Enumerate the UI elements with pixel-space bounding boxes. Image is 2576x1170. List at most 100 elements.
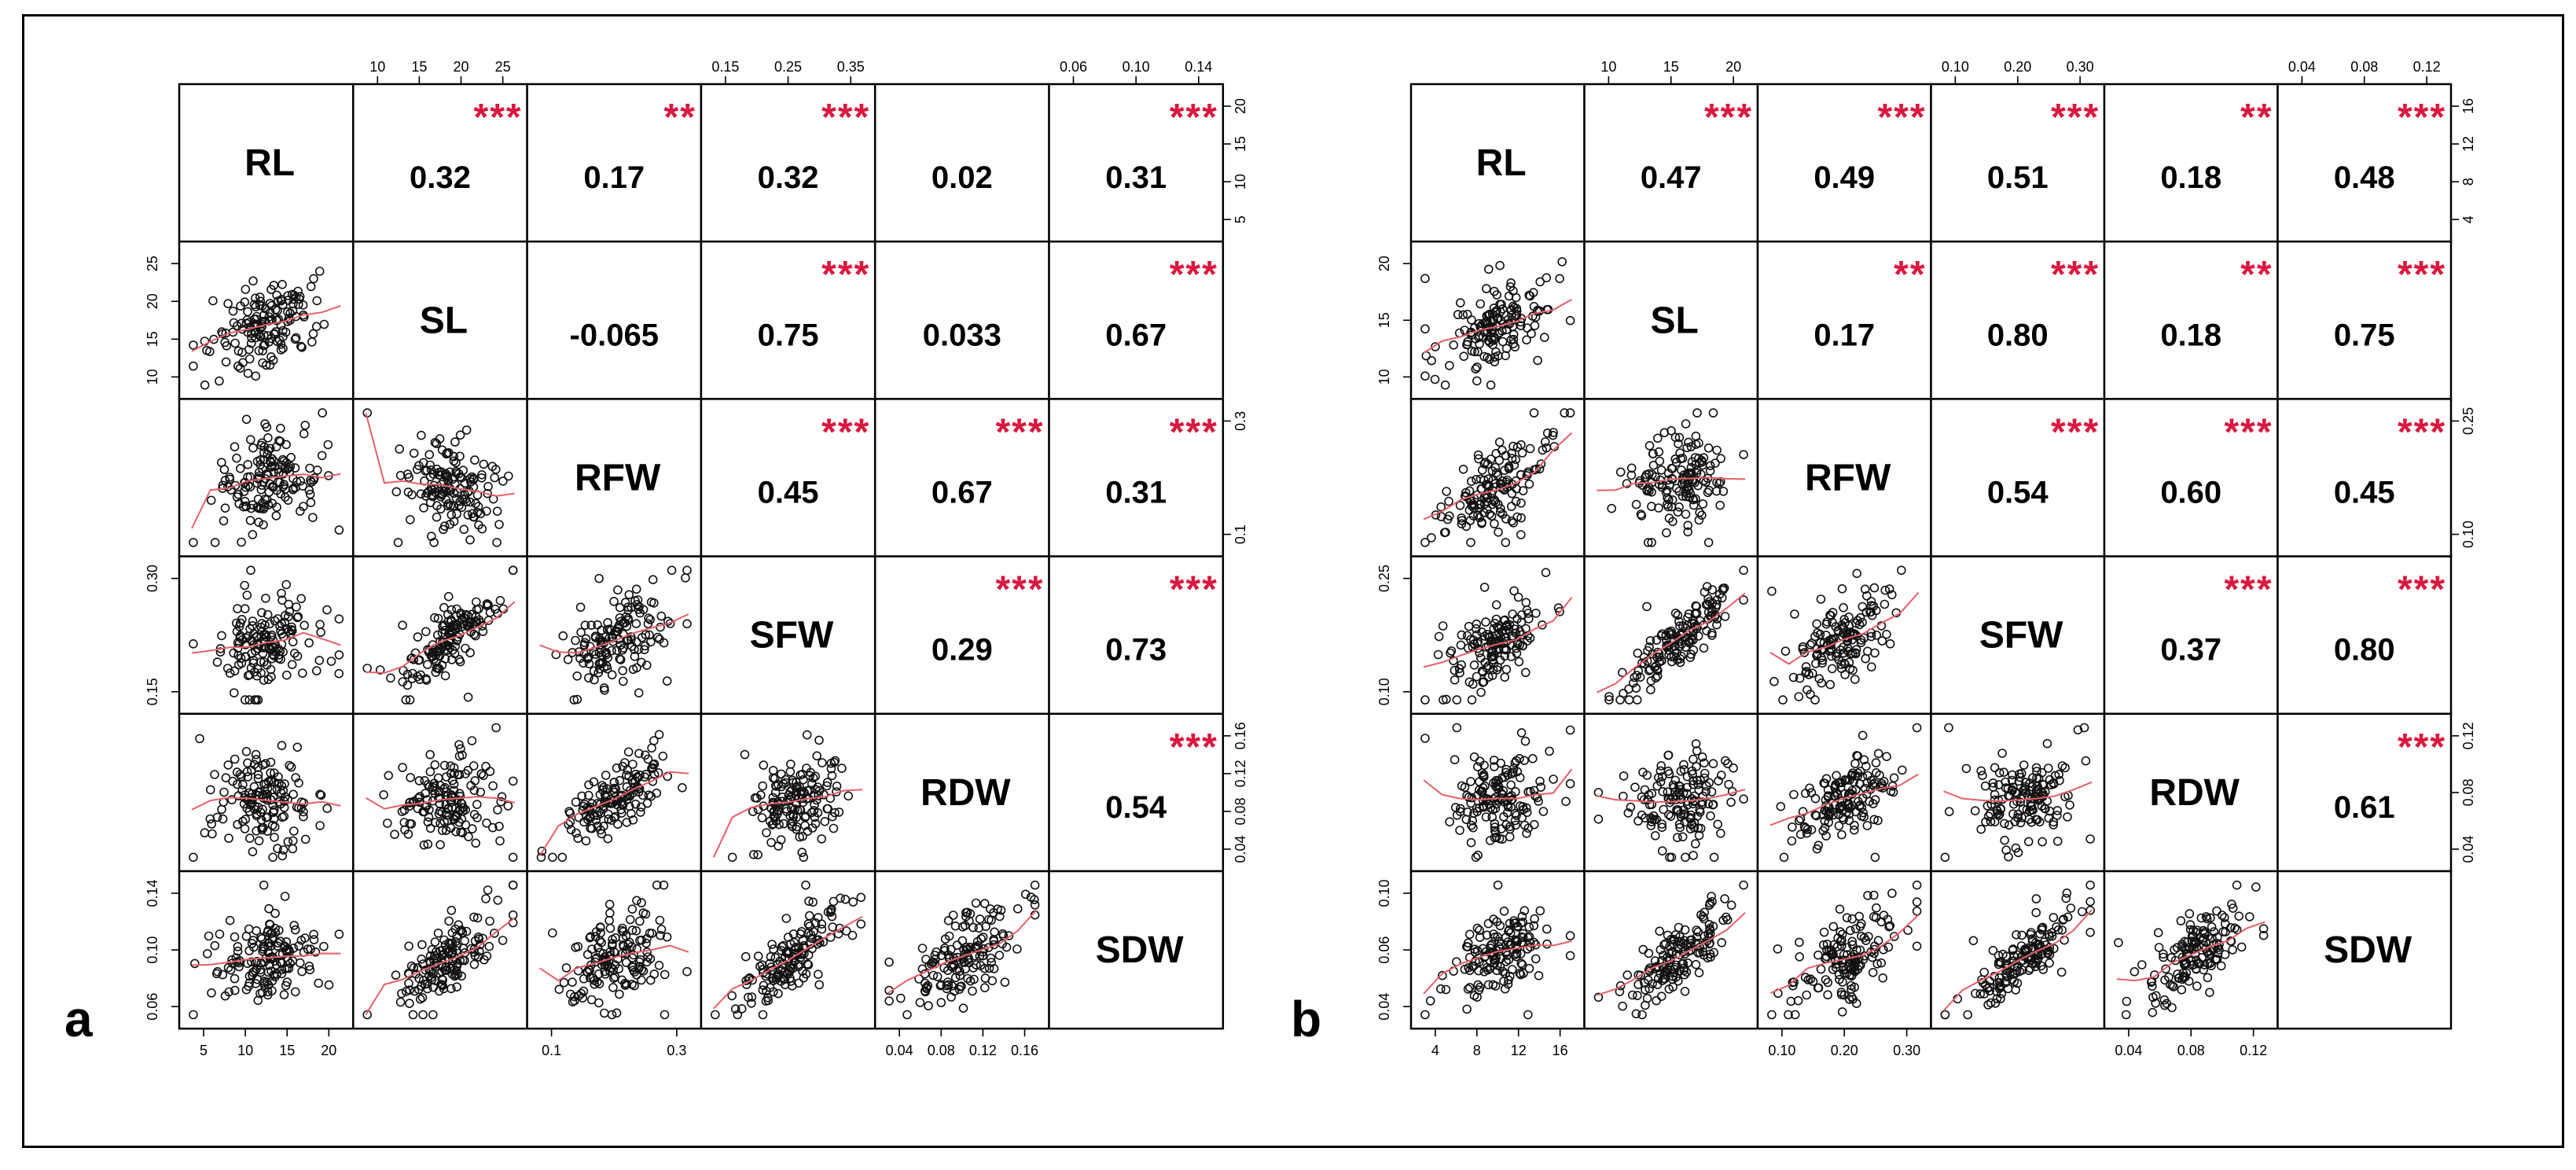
scatter-point	[940, 944, 950, 953]
scatter-point	[1540, 333, 1549, 342]
variable-label: SDW	[2324, 929, 2412, 971]
cell-r0-c3	[700, 83, 876, 243]
scatter-point	[481, 894, 491, 903]
variable-label: RFW	[575, 458, 661, 499]
scatter-point	[498, 476, 508, 486]
scatter-point	[649, 736, 659, 745]
correlation-value: 0.75	[758, 318, 819, 352]
scatter-point	[598, 801, 608, 811]
scatter-point	[1493, 880, 1503, 890]
scatter-point	[472, 800, 482, 809]
scatter-point	[482, 599, 492, 609]
scatter-point	[795, 832, 805, 842]
scatter-point	[446, 605, 457, 615]
variable-label: SDW	[1096, 929, 1185, 971]
scatter-point	[1842, 633, 1851, 643]
cell-r2-c0	[1409, 398, 1586, 557]
tick-label: 0.06	[145, 993, 160, 1021]
scatter-point	[936, 998, 946, 1007]
smooth-line	[365, 796, 515, 810]
scatter-point	[1670, 775, 1681, 786]
scatter-point	[443, 591, 454, 602]
scatter-point	[634, 916, 645, 926]
scatter-point	[240, 297, 250, 307]
tick-label: 0.25	[774, 59, 802, 75]
scatter-point	[1420, 734, 1430, 743]
scatter-point	[902, 1010, 912, 1020]
scatter-point	[768, 773, 778, 783]
scatter-point	[243, 758, 252, 768]
scatter-point	[215, 929, 225, 939]
scatter-point	[594, 573, 604, 583]
scatter-point	[1511, 820, 1520, 830]
scatter-point	[478, 627, 488, 636]
scatter-point	[1990, 763, 2000, 773]
scatter-point	[495, 595, 505, 605]
scatter-point	[1689, 779, 1698, 789]
scatter-point	[1702, 582, 1712, 591]
scatter-point	[1801, 823, 1810, 833]
scatter-point	[1912, 897, 1922, 907]
scatter-point	[189, 538, 198, 547]
scatter-point	[409, 448, 419, 458]
scatter-point	[1648, 449, 1658, 458]
scatter-point	[777, 792, 788, 802]
tick-label: 20	[145, 293, 160, 309]
scatter-point	[285, 308, 295, 318]
scatter-point	[1520, 820, 1530, 830]
scatter-point	[317, 451, 327, 461]
scatter-point	[1850, 962, 1860, 972]
scatter-point	[1806, 690, 1815, 699]
scatter-point	[493, 896, 503, 905]
scatter-point	[1663, 499, 1672, 510]
scatter-point	[1637, 480, 1648, 491]
scatter-point	[1985, 982, 1994, 992]
scatter-point	[1446, 646, 1457, 656]
scatter-point	[2220, 950, 2230, 959]
scatter-point	[1855, 767, 1865, 776]
scatter-point	[1827, 651, 1836, 661]
scatter-point	[2209, 927, 2219, 936]
scatter-point	[641, 909, 651, 919]
scatter-point	[812, 751, 821, 761]
scatter-point	[2198, 925, 2208, 936]
scatter-point	[1525, 443, 1535, 454]
scatter-point	[1542, 939, 1552, 949]
scatter-point	[1992, 987, 2001, 996]
scatter-point	[435, 840, 445, 850]
scatter-point	[465, 497, 475, 507]
scatter-point	[781, 948, 792, 958]
scatter-point	[1522, 605, 1532, 615]
scatter-point	[427, 945, 437, 955]
scatter-point	[432, 630, 443, 640]
scatter-point	[2196, 913, 2207, 923]
scatter-point	[2030, 962, 2040, 972]
scatter-point	[601, 649, 612, 660]
tick-label: 0.25	[1376, 565, 1392, 592]
scatter-point	[230, 973, 240, 984]
scatter-point	[1698, 912, 1708, 922]
tick-label: 15	[1233, 136, 1248, 152]
cell-r0-c2	[1756, 83, 1932, 243]
scatter-point	[1488, 664, 1498, 675]
scatter-point	[641, 769, 651, 779]
scatter-point	[1489, 778, 1498, 788]
scatter-point	[628, 966, 638, 975]
scatter-point	[2191, 964, 2201, 973]
scatter-point	[451, 970, 461, 980]
scatter-point	[256, 958, 266, 968]
scatter-point	[656, 925, 667, 934]
scatter-point	[449, 763, 459, 773]
scatter-point	[248, 616, 258, 626]
scatter-point	[1510, 808, 1520, 819]
scatter-point	[1666, 795, 1676, 805]
variable-label: SFW	[750, 615, 834, 657]
scatter-point	[2085, 928, 2095, 937]
scatter-point	[817, 924, 827, 934]
scatter-point	[454, 740, 464, 749]
scatter-point	[1709, 852, 1719, 863]
scatter-point	[1427, 533, 1436, 543]
tick-label: 0.12	[1233, 760, 1248, 787]
scatter-point	[251, 371, 261, 381]
scatter-point	[958, 954, 968, 964]
